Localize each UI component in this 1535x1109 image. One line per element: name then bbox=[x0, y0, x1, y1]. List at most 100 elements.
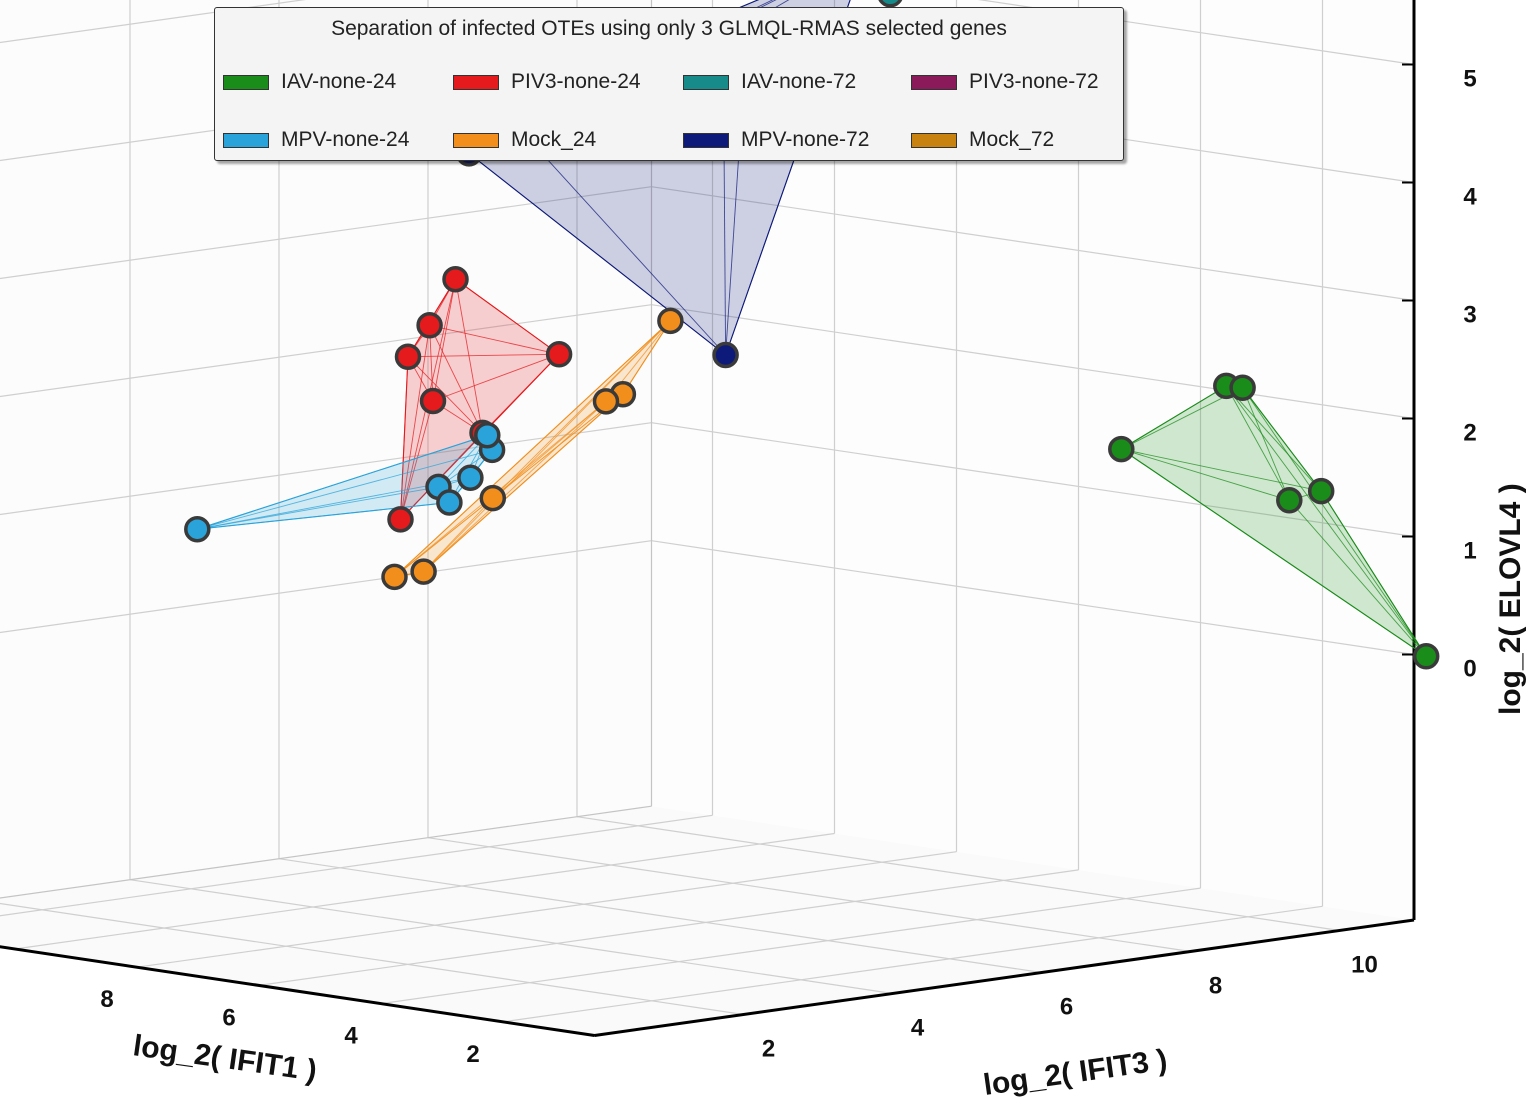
y-axis-label: log_2( IFIT3 ) bbox=[981, 1044, 1169, 1102]
hull-edge-iav-none-24 bbox=[1121, 385, 1227, 450]
hull-edge-piv3-none-24 bbox=[400, 400, 434, 520]
point-mock-24 bbox=[592, 388, 620, 415]
hull-edge-iav-none-24 bbox=[1320, 490, 1427, 657]
legend-swatch bbox=[223, 74, 269, 90]
hull-edge-piv3-none-24 bbox=[400, 325, 431, 520]
point-iav-none-24 bbox=[1229, 374, 1256, 401]
hull-edge-piv3-none-24 bbox=[455, 278, 560, 355]
hull-edge-piv3-none-24 bbox=[400, 356, 409, 520]
legend-entry-mpv-none-72: MPV-none-72 bbox=[683, 128, 869, 152]
hull-edge-iav-none-24 bbox=[1225, 385, 1322, 492]
y-tick-label: 4 bbox=[911, 1015, 925, 1042]
legend-label: MPV-none-24 bbox=[281, 128, 410, 151]
hull-edge-iav-none-24 bbox=[1121, 448, 1322, 492]
hull-edge-mock-24 bbox=[394, 497, 494, 578]
point-piv3-none-24 bbox=[394, 343, 422, 370]
point-piv3-none-24 bbox=[419, 387, 447, 415]
legend: Separation of infected OTEs using only 3… bbox=[214, 7, 1124, 161]
legend-label: MPV-none-72 bbox=[741, 128, 870, 151]
hull-edge-piv3-none-24 bbox=[432, 353, 560, 402]
z-tick-label: 2 bbox=[1463, 420, 1476, 447]
hull-edge-piv3-none-24 bbox=[432, 279, 456, 402]
x-tick-label: 8 bbox=[100, 986, 113, 1013]
tick-labels: 24681012246810012345 bbox=[100, 63, 1477, 1068]
y-tick-label: 10 bbox=[1351, 952, 1378, 979]
hull-edge-iav-none-24 bbox=[1242, 387, 1427, 657]
hull-edge-mock-24 bbox=[423, 497, 494, 572]
z-tick-label: 0 bbox=[1463, 656, 1476, 683]
legend-entry-iav-none-24: IAV-none-24 bbox=[223, 70, 396, 94]
hull-edge-iav-none-24 bbox=[1225, 385, 1427, 657]
point-mpv-none-24 bbox=[457, 464, 484, 491]
point-mpv-none-24 bbox=[184, 515, 211, 543]
hull-edge-mpv-none-24 bbox=[197, 502, 450, 530]
point-mpv-none-72 bbox=[712, 341, 739, 369]
hull-edge-mock-24 bbox=[423, 393, 624, 572]
hull-edge-piv3-none-24 bbox=[407, 353, 560, 358]
hull-edge-iav-none-24 bbox=[1242, 387, 1322, 492]
hull-edge-iav-none-24 bbox=[1288, 500, 1427, 657]
point-piv3-none-24 bbox=[416, 312, 443, 339]
hull-edge-piv3-none-24 bbox=[429, 325, 483, 434]
x-tick-label: 2 bbox=[466, 1041, 479, 1068]
legend-swatch bbox=[223, 132, 269, 148]
hull-edge-mpv-none-24 bbox=[197, 434, 488, 530]
y-tick-label: 6 bbox=[1060, 994, 1073, 1021]
point-iav-none-24 bbox=[1108, 435, 1135, 463]
x-tick-label: 4 bbox=[344, 1023, 358, 1050]
legend-entry-mpv-none-24: MPV-none-24 bbox=[223, 128, 409, 152]
z-tick-label: 5 bbox=[1463, 66, 1476, 93]
legend-swatch bbox=[911, 132, 957, 148]
hull-edge-piv3-none-24 bbox=[407, 356, 483, 434]
chart-title: Separation of infected OTEs using only 3… bbox=[331, 17, 1007, 40]
point-iav-none-24 bbox=[1276, 487, 1303, 514]
point-iav-none-72 bbox=[878, 0, 903, 8]
legend-entry-piv3-none-24: PIV3-none-24 bbox=[453, 70, 641, 94]
point-iav-none-24 bbox=[1412, 643, 1440, 670]
hull-edge-mock-24 bbox=[622, 320, 671, 395]
hull-edge-mock-24 bbox=[394, 320, 671, 578]
axis-lines bbox=[0, 0, 1416, 1037]
legend-swatch bbox=[911, 74, 957, 90]
y-axis-line bbox=[594, 918, 1415, 1037]
z-axis-label: log_2( ELOVL4 ) bbox=[1494, 483, 1527, 715]
point-piv3-none-24 bbox=[442, 265, 469, 293]
legend-entry-iav-none-72: IAV-none-72 bbox=[683, 70, 856, 94]
hull-edge-iav-none-24 bbox=[1121, 448, 1290, 501]
axis-panes bbox=[0, 0, 1414, 1036]
legend-label: PIV3-none-24 bbox=[511, 70, 641, 93]
y-tick-label: 2 bbox=[762, 1036, 775, 1063]
point-mpv-none-24 bbox=[436, 489, 463, 516]
legend-entry-mock-24: Mock_24 bbox=[453, 128, 596, 152]
legend-entry-mock-72: Mock_72 bbox=[911, 128, 1054, 152]
z-tick-label: 3 bbox=[1463, 302, 1476, 329]
hull-edge-iav-none-24 bbox=[1242, 387, 1290, 501]
point-iav-none-24 bbox=[1307, 477, 1335, 505]
legend-label: IAV-none-24 bbox=[281, 70, 397, 93]
point-mock-24 bbox=[479, 484, 507, 512]
legend-entry-piv3-none-72: PIV3-none-72 bbox=[911, 70, 1099, 94]
z-tick-label: 1 bbox=[1463, 538, 1476, 565]
x-tick-label: 6 bbox=[222, 1004, 235, 1031]
z-tick-label: 4 bbox=[1463, 184, 1477, 211]
point-mpv-none-24 bbox=[474, 421, 501, 449]
hull-edge-mpv-none-24 bbox=[197, 477, 471, 530]
legend-swatch bbox=[453, 74, 499, 90]
y-tick-label: 8 bbox=[1209, 973, 1222, 1000]
hull-edge-mock-24 bbox=[423, 320, 671, 572]
legend-swatch bbox=[453, 132, 499, 148]
legend-swatch bbox=[683, 74, 729, 90]
legend-label: Mock_24 bbox=[511, 128, 597, 151]
hull-edge-iav-none-24 bbox=[1121, 448, 1427, 657]
point-mock-24 bbox=[657, 307, 684, 335]
hull-edge-mock-24 bbox=[423, 401, 607, 572]
x-axis-line bbox=[0, 945, 595, 1037]
point-piv3-none-24 bbox=[387, 506, 414, 533]
legend-label: Mock_72 bbox=[969, 128, 1055, 151]
point-mock-24 bbox=[410, 558, 437, 585]
hull-edge-mpv-none-24 bbox=[197, 449, 493, 530]
hull-edge-piv3-none-24 bbox=[429, 324, 560, 355]
legend-label: PIV3-none-72 bbox=[969, 70, 1099, 93]
x-axis-label: log_2( IFIT1 ) bbox=[131, 1029, 319, 1087]
